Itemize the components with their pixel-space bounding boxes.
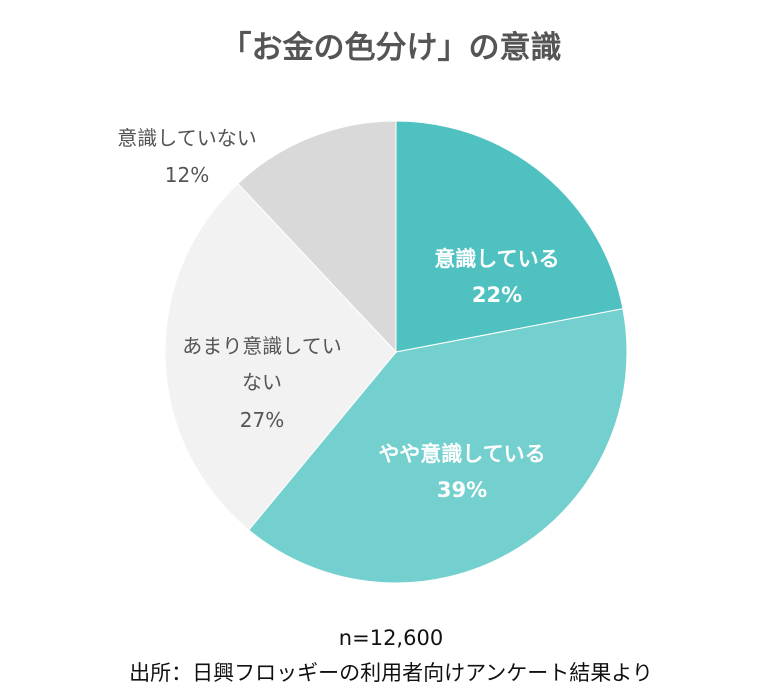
slice-3-label-line-1: あまり意識してい <box>182 334 341 358</box>
label-slice-4: 意識していない 12% <box>117 126 256 187</box>
pie-slice-4 <box>237 120 397 354</box>
slice-4-label: 意識していない <box>117 126 256 150</box>
slice-1-label: 意識している <box>434 247 559 271</box>
label-slice-2: やや意識している 39% <box>378 442 545 502</box>
pie-slice-1 <box>395 120 624 353</box>
slice-2-label: やや意識している <box>378 442 545 466</box>
label-slice-1: 意識している 22% <box>434 247 559 307</box>
slice-3-value: 27% <box>240 408 284 432</box>
slice-2-value: 39% <box>437 478 487 502</box>
slice-4-value: 12% <box>165 163 209 187</box>
pie-slice-3 <box>164 182 397 531</box>
label-slice-3: あまり意識してい ない 27% <box>182 334 341 432</box>
source-note: 出所：日興フロッギーの利用者向けアンケート結果より <box>129 661 653 685</box>
slice-3-label-line-2: ない <box>242 370 282 394</box>
pie-slice-2 <box>248 308 628 584</box>
pie-slices <box>164 120 628 584</box>
slice-1-value: 22% <box>472 283 522 307</box>
chart-title: 「お金の色分け」の意識 <box>221 30 562 66</box>
sample-size: n=12,600 <box>339 626 443 650</box>
